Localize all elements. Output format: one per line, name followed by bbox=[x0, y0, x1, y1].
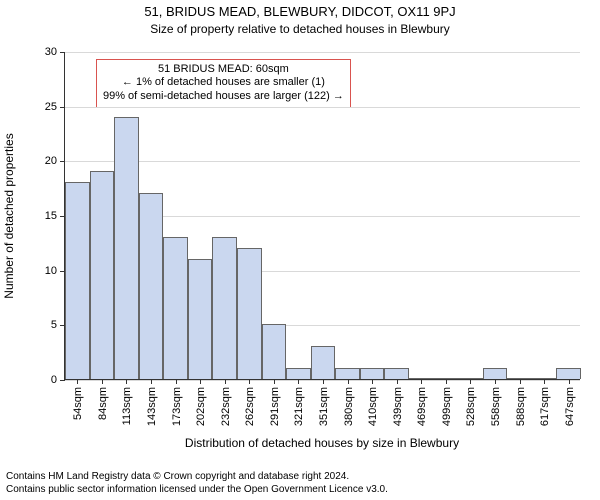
annotation-box: 51 BRIDUS MEAD: 60sqm← 1% of detached ho… bbox=[96, 59, 351, 108]
bar bbox=[163, 237, 188, 379]
x-tick-label: 202sqm bbox=[193, 379, 207, 426]
x-axis-label: Distribution of detached houses by size … bbox=[64, 436, 580, 450]
x-tick-label: 588sqm bbox=[513, 379, 527, 426]
bar bbox=[286, 368, 311, 379]
bar bbox=[335, 368, 360, 379]
bar bbox=[360, 368, 385, 379]
gridline bbox=[65, 161, 580, 162]
x-tick-label: 54sqm bbox=[70, 379, 84, 420]
bar bbox=[212, 237, 237, 379]
x-tick-label: 143sqm bbox=[144, 379, 158, 426]
x-tick-label: 439sqm bbox=[390, 379, 404, 426]
bar bbox=[311, 346, 336, 379]
x-tick-label: 232sqm bbox=[218, 379, 232, 426]
bar bbox=[556, 368, 581, 379]
footer-line-1: Contains HM Land Registry data © Crown c… bbox=[6, 470, 388, 483]
x-tick-label: 291sqm bbox=[267, 379, 281, 426]
x-tick-label: 321sqm bbox=[291, 379, 305, 426]
x-tick-label: 113sqm bbox=[119, 379, 133, 425]
gridline bbox=[65, 107, 580, 108]
annotation-line: ← 1% of detached houses are smaller (1) bbox=[103, 76, 344, 90]
x-tick-label: 647sqm bbox=[562, 379, 576, 426]
y-tick-label: 25 bbox=[45, 101, 65, 113]
x-tick-label: 351sqm bbox=[316, 379, 330, 426]
attribution-footer: Contains HM Land Registry data © Crown c… bbox=[0, 466, 394, 500]
x-tick-label: 558sqm bbox=[488, 379, 502, 426]
x-tick-label: 380sqm bbox=[341, 379, 355, 426]
chart-title-line2: Size of property relative to detached ho… bbox=[0, 22, 600, 36]
y-tick-label: 15 bbox=[45, 210, 65, 222]
bar bbox=[139, 193, 164, 379]
bar bbox=[262, 324, 287, 379]
annotation-line: 51 BRIDUS MEAD: 60sqm bbox=[103, 63, 344, 77]
x-tick-label: 262sqm bbox=[242, 379, 256, 426]
y-tick-label: 10 bbox=[45, 265, 65, 277]
y-tick-label: 0 bbox=[51, 374, 65, 386]
gridline bbox=[65, 52, 580, 53]
y-axis-label: Number of detached properties bbox=[2, 133, 16, 298]
bar bbox=[65, 182, 90, 379]
annotation-line: 99% of semi-detached houses are larger (… bbox=[103, 90, 344, 104]
x-tick-label: 84sqm bbox=[95, 379, 109, 420]
x-tick-label: 528sqm bbox=[463, 379, 477, 426]
y-tick-label: 20 bbox=[45, 155, 65, 167]
x-tick-label: 469sqm bbox=[414, 379, 428, 426]
x-tick-label: 173sqm bbox=[169, 379, 183, 426]
bar bbox=[90, 171, 115, 379]
footer-line-2: Contains public sector information licen… bbox=[6, 483, 388, 496]
chart-page: 51, BRIDUS MEAD, BLEWBURY, DIDCOT, OX11 … bbox=[0, 0, 600, 500]
bar bbox=[188, 259, 213, 379]
x-tick-label: 617sqm bbox=[537, 379, 551, 426]
y-tick-label: 5 bbox=[51, 319, 65, 331]
bar bbox=[483, 368, 508, 379]
y-tick-label: 30 bbox=[45, 46, 65, 58]
x-tick-label: 410sqm bbox=[365, 379, 379, 426]
plot-area: 51 BRIDUS MEAD: 60sqm← 1% of detached ho… bbox=[64, 52, 580, 380]
bar bbox=[114, 117, 139, 379]
x-tick-label: 499sqm bbox=[439, 379, 453, 426]
bar bbox=[384, 368, 409, 379]
bar bbox=[237, 248, 262, 379]
chart-title-line1: 51, BRIDUS MEAD, BLEWBURY, DIDCOT, OX11 … bbox=[0, 4, 600, 19]
